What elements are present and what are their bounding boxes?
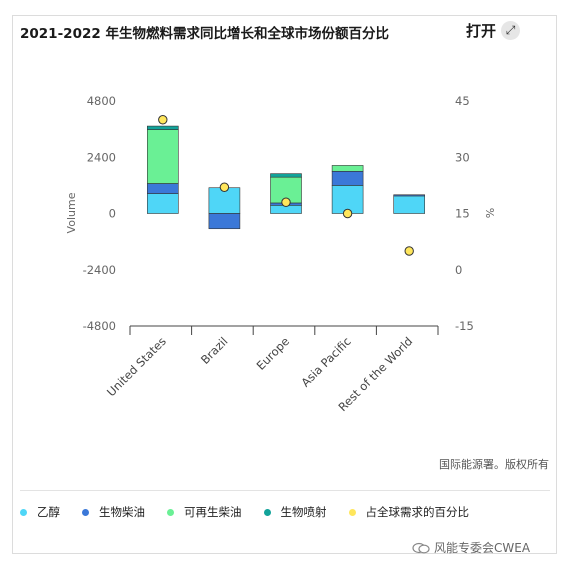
bar-segment: [147, 125, 179, 130]
y-tick-label: -2400: [83, 263, 116, 277]
open-label[interactable]: 打开: [466, 22, 497, 40]
legend-label: 生物柴油: [99, 505, 145, 519]
bar-segment: [147, 129, 179, 184]
legend-label: 占全球需求的百分比: [365, 505, 470, 519]
legend-item-renewable-diesel[interactable]: 可再生柴油: [167, 504, 242, 520]
y-tick-label: 0: [109, 207, 116, 221]
legend-label: 乙醇: [37, 505, 60, 519]
bar-segment: [208, 213, 241, 230]
bar-segment: [147, 183, 179, 194]
share-point: [281, 197, 291, 207]
y-axis-label: Volume: [65, 192, 78, 233]
legend-label: 可再生柴油: [184, 505, 242, 519]
y2-tick-label: 45: [455, 94, 470, 108]
bar-segment: [393, 195, 426, 214]
y2-tick-label: -15: [455, 319, 474, 333]
legend-item-share[interactable]: 占全球需求的百分比: [348, 504, 470, 520]
chart-card: [12, 15, 557, 554]
bar-segment: [270, 173, 302, 178]
y2-tick-label: 30: [455, 150, 470, 164]
legend-swatch: [82, 508, 89, 516]
legend-swatch: [20, 508, 27, 516]
share-point: [342, 208, 353, 219]
watermark: 风能专委会CWEA: [412, 539, 530, 556]
source-note: 国际能源署。版权所有: [439, 458, 549, 471]
bar-segment: [331, 171, 364, 186]
y2-axis-label: %: [483, 208, 496, 218]
x-tick-label: United States: [104, 334, 169, 399]
legend-swatch: [167, 508, 174, 516]
legend-swatch: [348, 508, 356, 516]
legend-swatch: [263, 508, 271, 516]
legend-item-biojet[interactable]: 生物喷射: [263, 504, 327, 520]
legend-item-biodiesel[interactable]: 生物柴油: [82, 504, 145, 520]
wechat-icon: [412, 542, 430, 553]
share-point: [404, 246, 414, 256]
x-tick-label: Europe: [254, 334, 293, 373]
bar-segment: [331, 165, 364, 172]
open-control[interactable]: 打开 ⤢: [466, 20, 521, 41]
y-tick-label: -4800: [83, 319, 116, 333]
x-tick-label: Brazil: [198, 334, 231, 367]
watermark-text: 风能专委会CWEA: [434, 541, 531, 555]
y-tick-label: 2400: [87, 150, 116, 164]
divider: [20, 490, 550, 491]
chart-title: 2021-2022 年生物燃料需求同比增长和全球市场份额百分比: [20, 26, 389, 42]
share-point: [219, 182, 230, 192]
expand-icon[interactable]: ⤢: [501, 21, 521, 40]
legend-item-ethanol[interactable]: 乙醇: [20, 504, 60, 520]
y-tick-label: 4800: [87, 94, 116, 108]
y2-tick-label: 0: [455, 263, 462, 277]
legend: 乙醇 生物柴油 可再生柴油 生物喷射 占全球需求的百分比: [20, 504, 491, 520]
share-point: [158, 115, 168, 125]
bar-segment: [147, 193, 179, 214]
bar-segment: [393, 194, 426, 197]
legend-label: 生物喷射: [280, 505, 327, 519]
y2-tick-label: 15: [455, 207, 470, 221]
chart-svg: 4800 2400 0 -2400 -4800 45 30 15 0 -15 Volume % Unit…: [65, 94, 496, 414]
x-tick-label: Asia Pacific: [298, 334, 353, 389]
